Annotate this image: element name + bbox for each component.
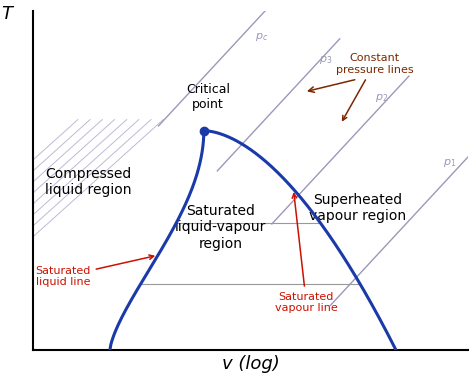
Text: $p_2$: $p_2$ xyxy=(374,92,388,105)
Text: T: T xyxy=(1,5,12,23)
Text: Saturated
vapour line: Saturated vapour line xyxy=(275,194,337,313)
Text: Superheated
vapour region: Superheated vapour region xyxy=(309,193,406,223)
Text: $p_c$: $p_c$ xyxy=(255,31,268,43)
Text: Compressed
liquid region: Compressed liquid region xyxy=(46,167,132,197)
Text: Critical
point: Critical point xyxy=(186,83,230,111)
X-axis label: v (log): v (log) xyxy=(222,356,280,373)
Text: $p_3$: $p_3$ xyxy=(319,54,332,66)
Text: Saturated
liquid line: Saturated liquid line xyxy=(35,255,154,287)
Text: $p_1$: $p_1$ xyxy=(443,157,456,169)
Text: Constant
pressure lines: Constant pressure lines xyxy=(336,53,413,120)
Text: Saturated
liquid-vapour
region: Saturated liquid-vapour region xyxy=(175,204,266,251)
